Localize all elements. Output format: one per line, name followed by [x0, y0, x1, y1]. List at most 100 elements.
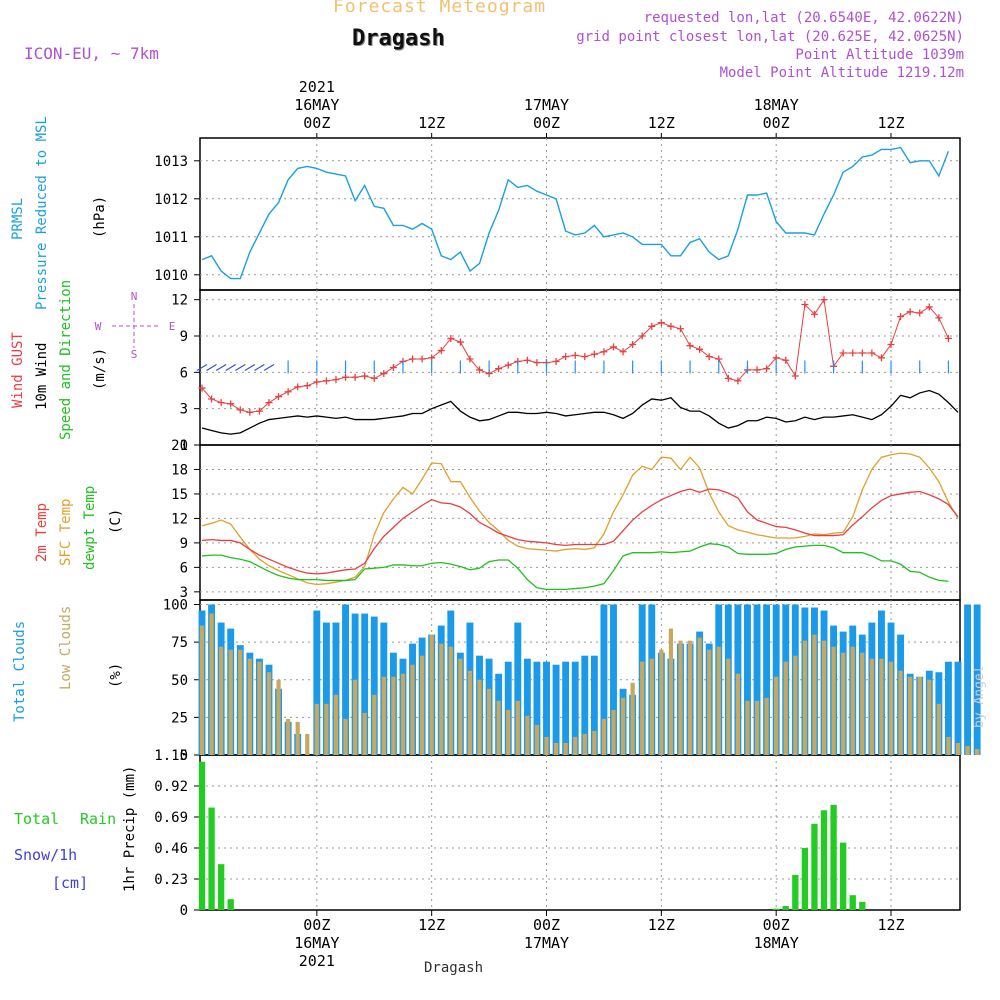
label-sfc-temp: SFC Temp — [58, 499, 74, 566]
low-cloud-bar — [209, 613, 214, 755]
gust-marker — [294, 383, 302, 391]
low-cloud-bar — [324, 703, 329, 755]
low-cloud-bar — [276, 679, 281, 755]
total-cloud-bar — [370, 616, 378, 755]
low-cloud-bar — [553, 742, 559, 755]
y-tick-label: 18 — [171, 462, 188, 478]
low-cloud-bar — [745, 700, 750, 755]
low-cloud-bar — [353, 679, 358, 755]
gust-marker — [944, 334, 952, 342]
gust-marker — [590, 350, 598, 358]
low-cloud-bar — [783, 661, 788, 755]
label-pressure-unit: (hPa) — [92, 196, 108, 238]
label-total-clouds: Total Clouds — [12, 621, 28, 722]
low-cloud-bar — [668, 628, 674, 755]
low-cloud-bar — [946, 736, 951, 755]
x-tick-label-bottom: 12Z — [648, 916, 675, 934]
low-cloud-bar — [774, 676, 779, 755]
gust-marker — [409, 355, 417, 363]
total-cloud-bar — [571, 661, 579, 755]
gust-marker — [236, 406, 244, 414]
low-cloud-bar — [812, 634, 817, 755]
gust-marker — [916, 309, 924, 317]
low-cloud-bar — [496, 700, 501, 755]
rain-bar — [801, 848, 809, 910]
gust-marker — [648, 322, 656, 330]
total-cloud-bar — [744, 604, 751, 755]
gust-marker — [906, 308, 914, 316]
low-cloud-bar — [908, 676, 913, 755]
y-tick-label: 15 — [171, 487, 188, 503]
low-cloud-bar — [754, 700, 760, 755]
total-cloud-bar — [533, 661, 541, 755]
low-cloud-bar — [707, 649, 712, 755]
low-cloud-bar — [563, 742, 568, 755]
gust-marker — [313, 378, 321, 386]
x-day-label-bottom: 16MAY — [294, 934, 339, 952]
x-day-label-top: 18MAY — [754, 96, 799, 114]
gust-marker — [609, 343, 617, 351]
y-tick-label: 0 — [180, 748, 188, 764]
gust-marker — [504, 361, 512, 369]
label-dewpt-temp: dewpt Temp — [82, 486, 98, 570]
label-snow: Snow/1h — [14, 846, 77, 864]
low-cloud-bar — [965, 745, 970, 755]
low-cloud-bar — [975, 748, 980, 755]
gust-marker — [227, 400, 235, 408]
low-cloud-bar — [582, 733, 587, 755]
gust-marker — [380, 370, 388, 378]
gust-marker — [523, 356, 531, 364]
total-cloud-bar — [543, 661, 550, 755]
gust-marker — [198, 384, 206, 392]
model-altitude: Model Point Altitude 1219.12m — [719, 65, 964, 81]
low-cloud-bar — [659, 649, 664, 755]
label-wind-speed-dir: Speed and Direction — [58, 280, 74, 440]
label-prmsl: PRMSL — [10, 198, 26, 240]
total-cloud-bar — [361, 613, 369, 755]
rain-bar — [849, 895, 856, 910]
label-low-clouds: Low Clouds — [58, 606, 74, 690]
compass-w: W — [95, 320, 102, 333]
x-tick-label-bottom: 12Z — [418, 916, 445, 934]
gust-marker — [246, 408, 254, 416]
gust-marker — [858, 349, 866, 357]
label-total: Total — [14, 810, 59, 828]
gust-marker — [552, 357, 560, 365]
y-tick-label: 12 — [171, 511, 188, 527]
gust-marker — [810, 310, 818, 318]
gust-marker — [839, 349, 847, 357]
y-tick-label: 0.23 — [154, 872, 188, 888]
low-cloud-bar — [391, 676, 396, 755]
total-cloud-bar — [964, 604, 972, 755]
x-tick-label-bottom: 00Z — [303, 916, 330, 934]
gust-marker — [303, 382, 311, 390]
low-cloud-bar — [400, 673, 406, 755]
gust-marker — [868, 349, 876, 357]
total-cloud-bar — [342, 604, 349, 755]
gust-marker — [342, 373, 350, 381]
low-cloud-bar — [611, 709, 616, 755]
low-cloud-bar — [640, 661, 645, 755]
low-cloud-bar — [362, 712, 367, 755]
location-title: Dragash — [352, 26, 445, 51]
y-tick-label: 12 — [171, 293, 188, 309]
x-tick-label-bottom: 00Z — [763, 916, 790, 934]
low-cloud-bar — [649, 658, 654, 755]
low-cloud-bar — [219, 646, 224, 755]
low-cloud-bar — [735, 673, 741, 755]
gust-marker — [724, 374, 732, 382]
total-cloud-bar — [944, 661, 952, 755]
rain-bar — [217, 864, 225, 910]
low-cloud-bar — [716, 646, 721, 755]
low-cloud-bar — [343, 718, 348, 755]
y-tick-label: 50 — [171, 673, 188, 689]
gust-marker — [887, 340, 895, 348]
y-tick-label: 1.15 — [154, 748, 188, 764]
x-day-label-top: 17MAY — [524, 96, 569, 114]
rain-bar — [859, 901, 866, 910]
low-cloud-bar — [486, 688, 492, 755]
gust-marker — [533, 359, 541, 367]
low-cloud-bar — [955, 742, 961, 755]
gust-marker — [935, 314, 943, 322]
low-cloud-bar — [888, 661, 894, 755]
